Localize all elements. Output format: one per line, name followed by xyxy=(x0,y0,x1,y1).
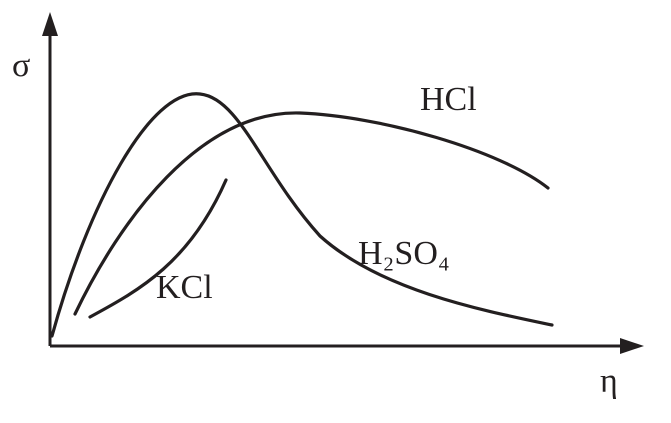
curve-label: HCl xyxy=(420,81,477,118)
y-axis-label: σ xyxy=(12,47,30,84)
hcl-curve xyxy=(73,111,550,316)
y-axis-arrow xyxy=(42,12,58,36)
curve-label: KCl xyxy=(156,269,213,306)
x-axis-label: η xyxy=(600,363,618,400)
kcl-curve xyxy=(88,178,228,319)
curve-label: H₂SO₄ xyxy=(358,235,450,272)
x-axis-arrow xyxy=(620,338,644,354)
h2so4-curve xyxy=(50,92,554,338)
